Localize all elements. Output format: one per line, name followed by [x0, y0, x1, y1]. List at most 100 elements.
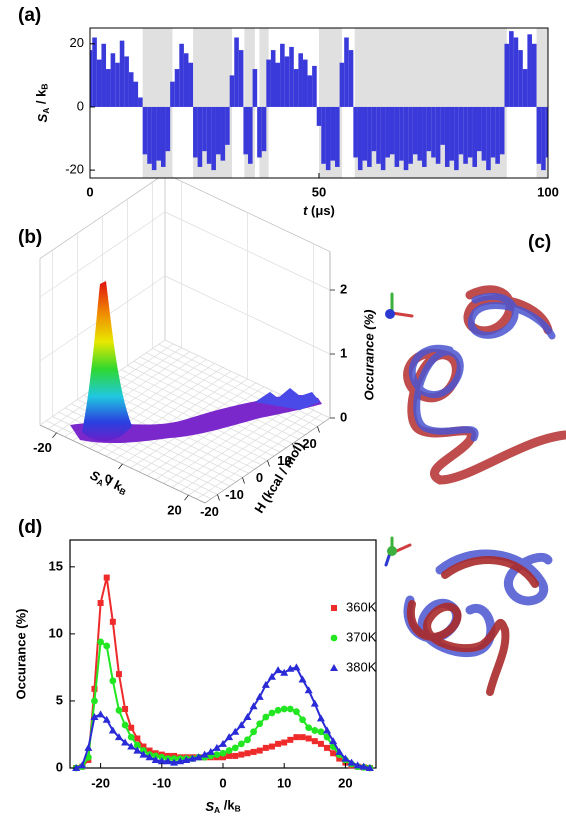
marker	[330, 664, 338, 671]
bar	[381, 107, 386, 170]
marker	[226, 747, 233, 754]
y-tick-label: 10	[49, 625, 63, 640]
bar	[436, 107, 441, 164]
bar	[262, 107, 267, 151]
bar	[161, 107, 166, 167]
bar	[500, 107, 505, 154]
marker	[299, 675, 307, 682]
bar	[211, 107, 216, 170]
x-axis-label-part: B	[235, 804, 241, 814]
marker	[244, 750, 250, 756]
marker	[281, 706, 288, 713]
marker	[244, 736, 251, 743]
bar	[312, 66, 317, 107]
bar	[266, 60, 271, 107]
panel-label: (c)	[528, 232, 551, 253]
marker	[324, 745, 330, 751]
bar	[253, 69, 258, 107]
x-tick-label: -10	[152, 775, 171, 790]
bar	[482, 107, 487, 161]
bar	[413, 107, 418, 154]
y-tick-label: 0	[256, 470, 263, 485]
x-axis-label-part: /k	[220, 798, 235, 813]
marker	[97, 639, 104, 646]
bar	[152, 107, 157, 170]
marker	[263, 745, 269, 751]
y-tick	[243, 478, 245, 484]
marker	[269, 744, 275, 750]
bar	[527, 34, 532, 107]
bar	[280, 44, 285, 107]
bar	[440, 107, 445, 145]
bar	[97, 60, 102, 107]
bar	[353, 107, 358, 158]
y-tick-label: 15	[49, 558, 63, 573]
x-tick-label: 10	[277, 775, 291, 790]
bar	[92, 37, 97, 106]
bar	[376, 107, 381, 164]
bar	[358, 107, 363, 170]
marker	[104, 575, 110, 581]
axis-gizmo	[387, 546, 397, 556]
bar	[124, 56, 129, 107]
bar	[463, 107, 468, 164]
marker	[84, 744, 92, 751]
y-tick-label: 20	[70, 35, 84, 50]
bar	[408, 107, 413, 164]
bar	[363, 107, 368, 161]
bar	[349, 50, 354, 107]
marker	[238, 752, 244, 758]
bar	[468, 107, 473, 158]
axis-gizmo	[385, 309, 395, 319]
marker	[262, 714, 269, 721]
bar	[335, 107, 340, 167]
x-tick-label: -20	[33, 440, 52, 455]
bar	[326, 107, 331, 170]
marker	[116, 671, 122, 677]
x-tick-label: 0	[219, 775, 226, 790]
bar	[101, 44, 106, 107]
marker	[250, 728, 257, 735]
bar	[230, 75, 235, 107]
y-tick-label: -10	[225, 487, 244, 502]
x-tick-label: -20	[91, 775, 110, 790]
marker	[232, 744, 239, 751]
marker	[331, 605, 337, 611]
x-tick	[185, 495, 189, 500]
bar	[303, 60, 308, 107]
bar	[216, 107, 221, 154]
x-tick-label: 100	[537, 184, 559, 199]
marker	[300, 734, 306, 740]
bar	[477, 107, 482, 151]
y-tick-label: 0	[56, 759, 63, 774]
bar	[239, 50, 244, 107]
x-tick	[53, 433, 57, 438]
marker	[128, 725, 134, 731]
plot-area	[88, 28, 551, 178]
bar	[472, 107, 477, 167]
marker	[232, 753, 238, 759]
z-tick-label: 1	[340, 345, 347, 360]
marker	[312, 738, 318, 744]
marker	[256, 720, 263, 727]
bar	[340, 63, 345, 107]
bar	[504, 44, 509, 107]
bar	[344, 37, 349, 106]
marker	[98, 600, 104, 606]
marker	[305, 724, 312, 731]
marker	[318, 741, 324, 747]
panel-label: (a)	[18, 5, 41, 26]
y-tick	[318, 427, 320, 433]
bar	[184, 53, 189, 107]
protein-illustration	[385, 290, 565, 692]
axis-gizmo	[392, 313, 412, 316]
marker	[128, 734, 135, 741]
bar	[156, 107, 161, 161]
panel-label: (b)	[18, 227, 42, 248]
y-tick	[268, 461, 270, 467]
y-tick-label: -20	[200, 504, 219, 519]
marker	[274, 666, 282, 673]
bar	[308, 75, 313, 107]
bar	[445, 107, 450, 167]
marker	[103, 643, 110, 650]
